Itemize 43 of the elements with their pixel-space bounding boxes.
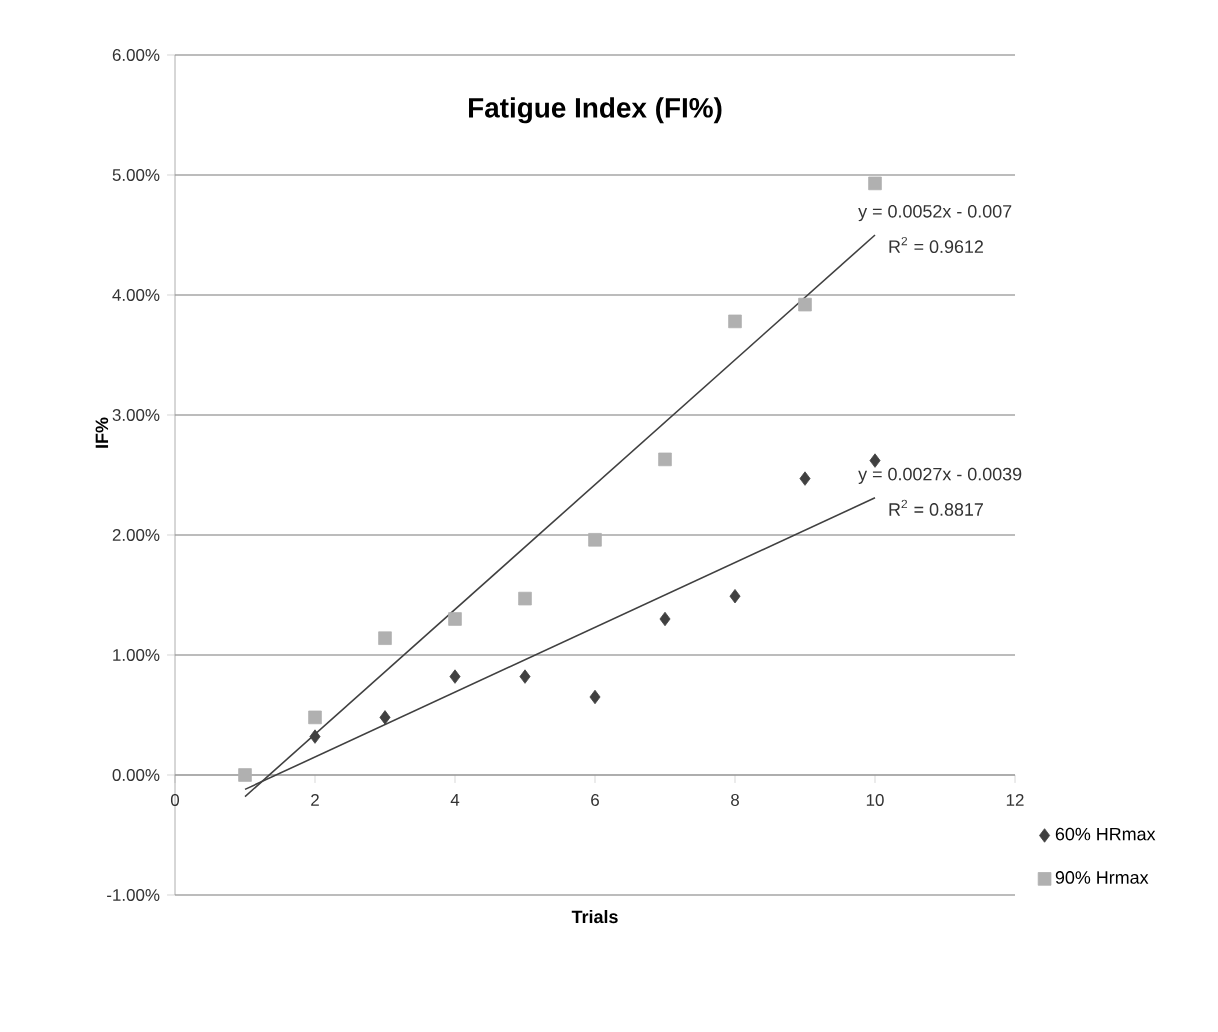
point [659,611,671,627]
point [589,689,601,705]
point [309,729,321,744]
y-tick-label: 6.00% [112,49,160,61]
point [378,631,392,645]
point [519,669,531,684]
legend-label: 90% Hrmax [1055,871,1149,884]
legend-label: 60% HRmax [1055,827,1156,841]
x-tick-label: 8 [731,794,739,806]
y-tick-label: 1.00% [113,649,160,661]
annotation: y = 0.0027x - 0.0039 [858,467,1022,484]
y-tick-label: 3.00% [112,409,160,421]
y-axis-title: IF% [95,417,109,448]
point [729,589,741,604]
x-tick-label: 4 [450,793,460,806]
point [449,669,461,684]
point [518,591,532,606]
text: Fatigue Index (FI%) [469,97,722,124]
x-axis-title: Trials [571,910,618,924]
x-tick-label: 6 [591,794,599,806]
annotation: R$^{2}$ = 0.9612 [889,236,983,254]
point [868,176,882,191]
annotation: R$^{2}$ = 0.8817 [889,499,983,516]
point [588,533,602,547]
y-tick-label: 5.00% [112,169,160,181]
point [238,768,252,782]
point [869,453,881,468]
x-tick-label: 2 [311,794,319,806]
point [658,452,672,467]
y-tick-label: 0.00% [112,769,160,781]
x-tick-label: 10 [866,794,884,806]
annotation: y = 0.0052x - 0.007 [858,204,1012,222]
y-tick-label: 4.00% [112,289,160,301]
y-tick-label: -1.00% [107,889,160,901]
point [379,710,391,725]
point [799,471,811,486]
y-tick-label: 2.00% [112,529,160,541]
point [308,710,322,725]
x-tick-label: 12 [1006,794,1024,806]
point [798,297,812,312]
point [448,612,462,626]
x-tick-label: 0 [170,794,180,806]
point [728,314,742,329]
